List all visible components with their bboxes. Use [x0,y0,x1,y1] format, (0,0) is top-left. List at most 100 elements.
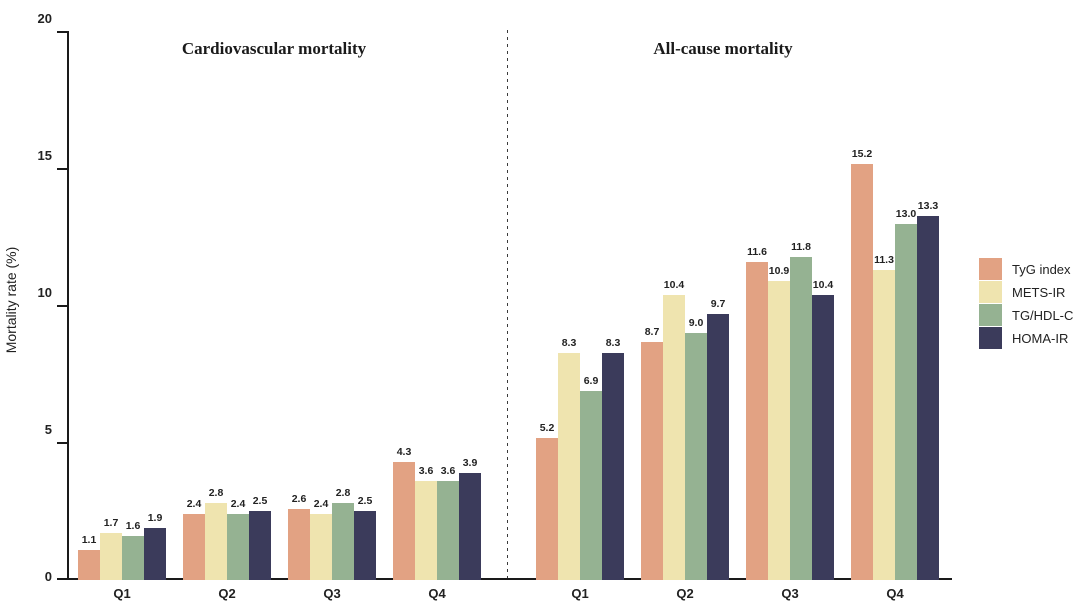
y-tick-label: 10 [37,285,52,300]
x-tick-label: Q2 [676,586,694,601]
bar [415,481,437,580]
bar [227,514,249,580]
y-tick-mark [57,442,68,444]
bar-value-label: 3.6 [418,465,434,477]
y-tick-label: 0 [44,569,52,584]
x-tick-label: Q4 [886,586,904,601]
bar-value-label: 11.6 [747,246,767,258]
bar [873,270,895,580]
bar-value-label: 11.8 [791,241,811,253]
bar [78,550,100,580]
legend-item-tg-hdl-c: TG/HDL-C [979,304,1073,326]
bar [746,262,768,580]
y-tick-label: 20 [37,11,52,26]
bar [100,533,122,580]
x-tick-label: Q2 [218,586,236,601]
bar [663,295,685,580]
x-tick-label: Q1 [571,586,589,601]
panel-title-all-cause: All-cause mortality [653,39,793,58]
bar-value-label: 8.3 [561,337,577,349]
bar-value-label: 8.3 [605,337,621,349]
panel-title-cardiovascular: Cardiovascular mortality [181,39,367,58]
x-tick-label: Q3 [323,586,341,601]
bar-value-label: 2.5 [252,495,268,507]
legend-swatch-homa-ir [979,327,1002,349]
bar [580,391,602,580]
y-tick-mark [57,31,68,33]
bar-value-label: 3.9 [462,457,478,469]
bar [144,528,166,580]
bar-value-label: 1.7 [103,517,119,529]
legend-label-tyg: TyG index [1012,261,1071,277]
y-tick-label: 15 [37,148,52,163]
legend-swatch-tg-hdl-c [979,304,1002,326]
bar [685,333,707,580]
bar-value-label: 15.2 [851,148,873,160]
bar-value-label: 4.3 [396,446,412,458]
bar-value-label: 3.6 [440,465,456,477]
bar-value-label: 2.4 [313,498,329,510]
bar-value-label: 2.5 [357,495,373,507]
bar-value-label: 2.4 [230,498,246,510]
bar [536,438,558,580]
bar [393,462,415,580]
bar-value-label: 10.9 [768,265,790,277]
bar [641,342,663,580]
bar [917,216,939,580]
bar [895,224,917,580]
bar-value-label: 10.4 [663,279,685,291]
bar-value-label: 10.4 [812,279,834,291]
x-axis-line [57,578,952,580]
bar [205,503,227,580]
x-tick-label: Q4 [428,586,446,601]
bar [768,281,790,580]
bar [707,314,729,580]
legend: TyG index METS-IR TG/HDL-C HOMA-IR [979,258,1073,350]
bar [183,514,205,580]
legend-item-mets-ir: METS-IR [979,281,1073,303]
legend-swatch-mets-ir [979,281,1002,303]
y-axis-line [67,31,69,580]
bar-value-label: 8.7 [644,326,660,338]
bar-value-label: 11.3 [874,254,894,266]
bar [310,514,332,580]
bar-value-label: 2.8 [208,487,224,499]
legend-swatch-tyg [979,258,1002,280]
bar-value-label: 13.0 [895,208,917,220]
bar-value-label: 1.9 [147,512,163,524]
y-tick-label: 5 [44,422,52,437]
bar-value-label: 13.3 [917,200,939,212]
bar [288,509,310,580]
bar [332,503,354,580]
legend-label-homa-ir: HOMA-IR [1012,330,1069,346]
bar-value-label: 2.8 [335,487,351,499]
panel-divider-dashed-line [507,30,508,578]
bar [354,511,376,580]
bar-value-label: 9.7 [710,298,726,310]
bar [459,473,481,580]
x-tick-label: Q3 [781,586,799,601]
bar-value-label: 2.4 [186,498,202,510]
bar-value-label: 1.6 [125,520,141,532]
bar [602,353,624,580]
bar [437,481,459,580]
legend-label-mets-ir: METS-IR [1012,284,1066,300]
legend-item-homa-ir: HOMA-IR [979,327,1073,349]
bar [558,353,580,580]
y-tick-mark [57,305,68,307]
bar-value-label: 5.2 [539,422,555,434]
legend-label-tg-hdl-c: TG/HDL-C [1012,307,1074,323]
bar [122,536,144,580]
bar [851,164,873,580]
bar-value-label: 2.6 [291,493,307,505]
legend-item-tyg: TyG index [979,258,1073,280]
bar-value-label: 9.0 [688,317,704,329]
bar-value-label: 6.9 [583,375,599,387]
bar [249,511,271,580]
y-tick-mark [57,168,68,170]
bar [812,295,834,580]
bar-value-label: 1.1 [81,534,97,546]
y-axis-title: Mortality rate (%) [3,246,19,354]
x-tick-label: Q1 [113,586,131,601]
